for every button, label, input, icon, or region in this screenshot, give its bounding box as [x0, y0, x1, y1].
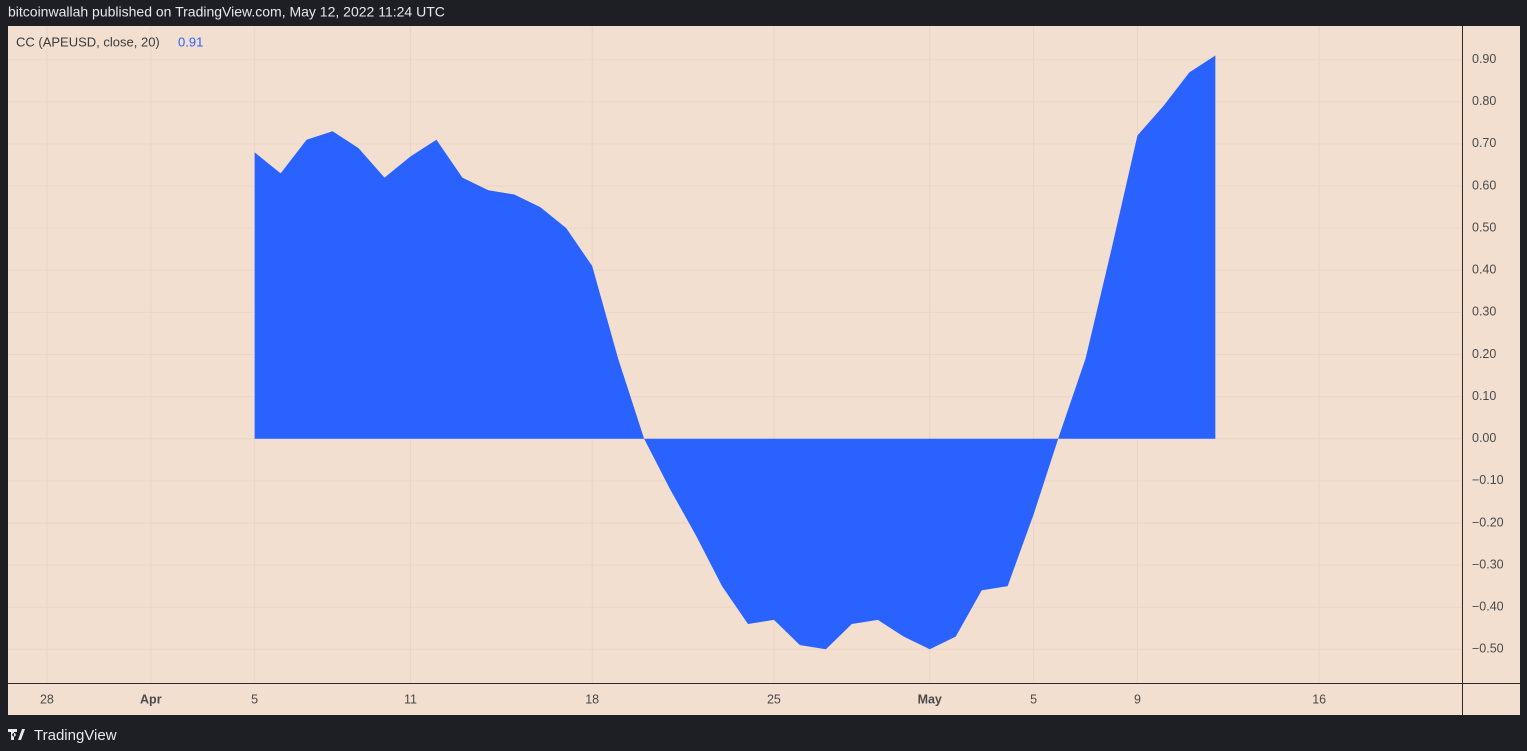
x-tick-label: 9 [1134, 692, 1141, 706]
y-tick-label: −0.50 [1472, 642, 1504, 656]
y-tick-label: 0.00 [1472, 431, 1496, 445]
area [254, 55, 1216, 650]
x-tick-label: 11 [404, 692, 417, 706]
y-tick-label: 0.90 [1472, 52, 1496, 66]
y-tick-label: 0.40 [1472, 263, 1496, 277]
y-tick-label: 0.50 [1472, 220, 1496, 234]
footer-brand: TradingView [34, 727, 117, 744]
plot [254, 55, 1216, 650]
x-tick-label: 16 [1312, 692, 1326, 706]
y-tick-label: −0.40 [1472, 599, 1504, 613]
y-tick-label: 0.20 [1472, 347, 1496, 361]
y-tick-label: −0.30 [1472, 557, 1504, 571]
publisher-line: bitcoinwallah published on TradingView.c… [8, 4, 445, 20]
y-tick-label: −0.20 [1472, 515, 1504, 529]
legend-value: 0.91 [178, 34, 203, 49]
x-tick-label: 5 [251, 692, 258, 706]
x-tick-label: Apr [140, 692, 162, 706]
y-tick-label: 0.30 [1472, 305, 1496, 319]
y-tick-label: 0.80 [1472, 94, 1496, 108]
axes: 0.90 0.80 0.70 0.60 0.50 0.40 0.30 0.20 0.10 0.00… [40, 52, 1504, 706]
y-tick-label: 0.60 [1472, 178, 1496, 192]
tv-logo: TradingView [8, 727, 117, 744]
x-tick-label: 28 [40, 692, 54, 706]
x-tick-label: 18 [585, 692, 599, 706]
x-tick-label: May [918, 692, 942, 706]
legend-name: CC (APEUSD, close, 20) [16, 34, 160, 49]
x-tick-label: 25 [767, 692, 781, 706]
logo-icon [8, 729, 25, 740]
x-tick-label: 5 [1030, 692, 1037, 706]
y-tick-label: 0.70 [1472, 136, 1496, 150]
y-tick-label: 0.10 [1472, 389, 1496, 403]
y-tick-label: −0.10 [1472, 473, 1504, 487]
